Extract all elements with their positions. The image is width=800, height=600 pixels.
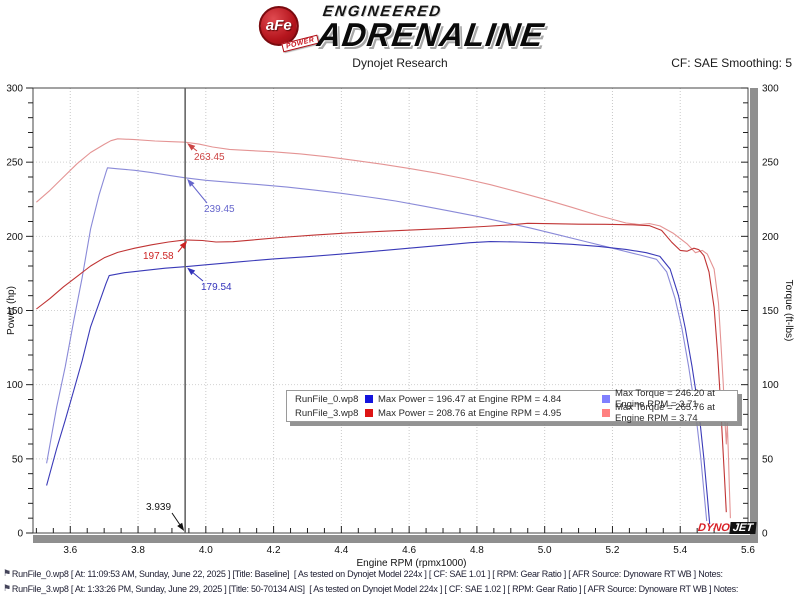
run-flag-icon: ⚑ — [3, 583, 11, 593]
svg-text:250: 250 — [762, 158, 779, 169]
svg-text:4.2: 4.2 — [267, 545, 281, 556]
dynojet-logo-dyno: DYNO — [697, 522, 731, 534]
svg-text:4.4: 4.4 — [334, 545, 348, 556]
run-info-footer: ⚑ RunFile_0.wp8 [ At: 11:09:53 AM, Sunda… — [3, 566, 738, 596]
svg-text:100: 100 — [6, 380, 23, 391]
report-title: Dynojet Research — [352, 56, 448, 70]
run-flag-icon: ⚑ — [3, 568, 11, 578]
axes: 0 0 50 50 100 100 150 150 200 200 250 250 300 300 3.6 3… — [6, 84, 794, 570]
svg-text:0: 0 — [762, 529, 768, 540]
series-runfile3-torque — [36, 138, 731, 519]
x-axis-label: Engine RPM (rpmx1000) — [356, 558, 466, 569]
legend-row: RunFile_3.wp8 Max Power = 208.76 at Engi… — [287, 402, 737, 424]
svg-text:4.0: 4.0 — [199, 545, 213, 556]
max-torque-label: Max Torque = 246.20 at Engine RPM = 3.71 — [615, 388, 715, 410]
series-runfile3-power — [36, 222, 727, 513]
dynojet-logo: DYNO JET — [697, 522, 757, 534]
svg-text:5.4: 5.4 — [673, 545, 687, 556]
svg-text:200: 200 — [762, 232, 779, 243]
cursor-rpm-label: 3.939 — [146, 502, 171, 513]
gridlines — [33, 88, 748, 533]
afe-logo-text: aFe — [265, 17, 292, 34]
svg-text:150: 150 — [762, 306, 779, 317]
y-axis-label-right: Torque (ft-lbs) — [783, 280, 794, 342]
svg-text:5.2: 5.2 — [606, 545, 620, 556]
series-runfile0-power — [46, 241, 711, 525]
y-axis-label-left: Power (hp) — [6, 286, 17, 335]
svg-text:5.0: 5.0 — [538, 545, 552, 556]
torque-swatch — [602, 395, 610, 403]
footer-run-line: ⚑ RunFile_0.wp8 [ At: 11:09:53 AM, Sunda… — [3, 566, 738, 581]
cursor-reading: 197.58 — [143, 251, 174, 262]
svg-text:3.6: 3.6 — [63, 545, 77, 556]
run-name: RunFile_0.wp8 — [295, 393, 359, 405]
svg-text:50: 50 — [762, 454, 774, 465]
svg-text:0: 0 — [17, 529, 23, 540]
run-name: RunFile_3.wp8 — [295, 407, 359, 419]
afe-power-badge: aFe POWER — [255, 4, 320, 52]
run-info-text: RunFile_0.wp8 [ At: 11:09:53 AM, Sunday,… — [11, 568, 723, 579]
svg-text:100: 100 — [762, 380, 779, 391]
svg-text:150: 150 — [6, 306, 23, 317]
run-info-text: RunFile_3.wp8 [ At: 1:33:26 PM, Sunday, … — [11, 583, 739, 594]
curves — [36, 138, 731, 525]
svg-text:50: 50 — [12, 454, 24, 465]
svg-text:300: 300 — [762, 84, 779, 95]
dynojet-logo-jet: JET — [729, 522, 757, 534]
series-runfile0-torque — [46, 167, 708, 522]
cursor-reading: 263.45 — [194, 152, 225, 163]
svg-text:200: 200 — [6, 232, 23, 243]
cursor-reading: 179.54 — [201, 282, 232, 293]
svg-text:4.6: 4.6 — [402, 545, 416, 556]
svg-text:5.6: 5.6 — [741, 545, 755, 556]
smoothing-setting-label: CF: SAE Smoothing: 5 — [671, 56, 792, 70]
svg-text:4.8: 4.8 — [470, 545, 484, 556]
legend-box[interactable]: RunFile_0.wp8 Max Power = 196.47 at Engi… — [286, 388, 738, 424]
cursor-reading: 239.45 — [204, 204, 235, 215]
max-power-label: Max Power = 196.47 at Engine RPM = 4.84 — [378, 393, 562, 405]
svg-text:300: 300 — [6, 84, 23, 95]
max-torque-label: Max Torque = 265.76 at Engine RPM = 3.74 — [615, 402, 715, 424]
footer-run-line: ⚑ RunFile_3.wp8 [ At: 1:33:26 PM, Sunday… — [3, 581, 738, 596]
cursor-annotations: 263.45 239.45 197.58 179.54 3.939 — [143, 88, 235, 533]
legend-row: RunFile_0.wp8 Max Power = 196.47 at Engi… — [287, 388, 737, 410]
max-power-label: Max Power = 208.76 at Engine RPM = 4.95 — [378, 407, 562, 419]
svg-text:250: 250 — [6, 158, 23, 169]
power-swatch — [365, 395, 373, 403]
svg-text:3.8: 3.8 — [131, 545, 145, 556]
brand-logo: aFe POWER ENGINEERED ADRENALINE — [255, 3, 547, 53]
power-swatch — [365, 409, 373, 417]
torque-swatch — [602, 409, 610, 417]
afe-logo-circle: aFe — [258, 5, 299, 46]
